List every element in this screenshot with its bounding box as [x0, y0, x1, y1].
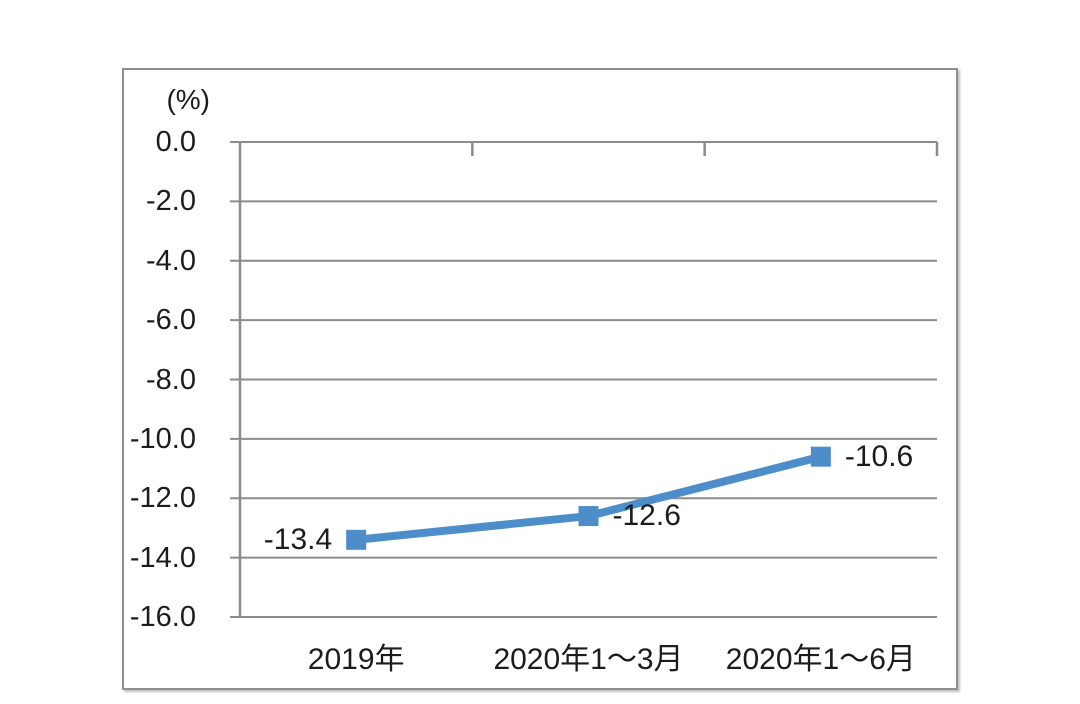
y-tick-label: -12.0 [129, 482, 196, 515]
data-point-label: -13.4 [263, 522, 333, 556]
x-category-label: 2019年 [307, 643, 405, 676]
y-tick-label: -6.0 [146, 304, 196, 337]
data-point-marker [578, 506, 599, 527]
data-point-marker [810, 446, 831, 467]
data-point-label: -10.6 [844, 439, 914, 473]
y-tick-label: -14.0 [129, 541, 196, 574]
y-tick-label: -2.0 [146, 185, 196, 218]
y-tick-label: 0.0 [155, 126, 196, 158]
y-tick-label: -10.0 [129, 422, 196, 455]
figure-border-box: (%) 0.0 -2.0 -4.0 -6.0 -8.0 -10.0 -12.0 -14.0 -1… [122, 68, 958, 690]
y-tick-label: -8.0 [146, 363, 196, 396]
y-axis-unit-label: (%) [166, 84, 210, 115]
chart-svg [230, 141, 939, 618]
data-point-marker [346, 529, 367, 550]
x-category-label: 2020年1～6月 [725, 643, 916, 676]
x-category-label: 2020年1～3月 [493, 643, 684, 676]
y-tick-label: -16.0 [129, 601, 196, 633]
y-tick-label: -4.0 [146, 244, 196, 277]
data-point-label: -12.6 [612, 499, 681, 533]
